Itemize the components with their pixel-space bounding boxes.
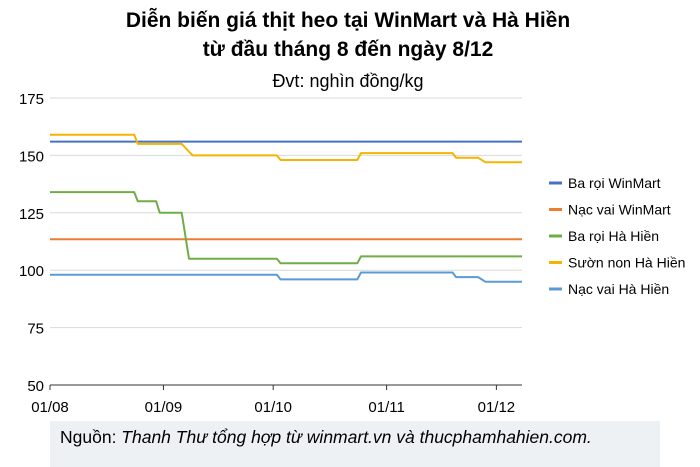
x-tick-label: 01/08 xyxy=(31,399,69,416)
chart-svg: Diễn biến giá thịt heo tại WinMart và Hà… xyxy=(19,8,685,416)
chart-subtitle: từ đầu tháng 8 đến ngày 8/12 xyxy=(203,38,494,61)
unit-label: Đvt: nghìn đồng/kg xyxy=(272,71,423,91)
y-tick-label: 150 xyxy=(19,148,44,165)
legend-label: Ba rọi WinMart xyxy=(568,175,661,191)
source-prefix: Nguồn: xyxy=(60,427,122,447)
source-footer: Nguồn: Thanh Thư tổng hợp từ winmart.vn … xyxy=(50,421,660,467)
x-tick-label: 01/09 xyxy=(145,399,183,416)
x-tick-label: 01/12 xyxy=(478,399,516,416)
chart-title: Diễn biến giá thịt heo tại WinMart và Hà… xyxy=(126,8,570,32)
legend-label: Nạc vai Hà Hiền xyxy=(568,281,669,297)
legend-label: Ba rọi Hà Hiền xyxy=(568,228,659,244)
y-tick-label: 100 xyxy=(19,263,44,280)
y-tick-label: 175 xyxy=(19,91,44,108)
source-note: Nguồn: Thanh Thư tổng hợp từ winmart.vn … xyxy=(60,427,592,448)
legend-label: Nạc vai WinMart xyxy=(568,202,671,218)
chart: Diễn biến giá thịt heo tại WinMart và Hà… xyxy=(19,8,685,416)
series-line-4 xyxy=(50,133,522,164)
y-tick-label: 125 xyxy=(19,206,44,223)
series-line-3 xyxy=(50,191,522,265)
y-tick-label: 50 xyxy=(27,378,44,395)
x-tick-label: 01/11 xyxy=(368,399,404,416)
legend-label: Sườn non Hà Hiền xyxy=(568,255,685,271)
y-tick-label: 75 xyxy=(27,321,44,338)
series-line-5 xyxy=(50,271,522,283)
x-tick-label: 01/10 xyxy=(254,399,292,416)
source-text: Thanh Thư tổng hợp từ winmart.vn và thuc… xyxy=(121,427,592,447)
